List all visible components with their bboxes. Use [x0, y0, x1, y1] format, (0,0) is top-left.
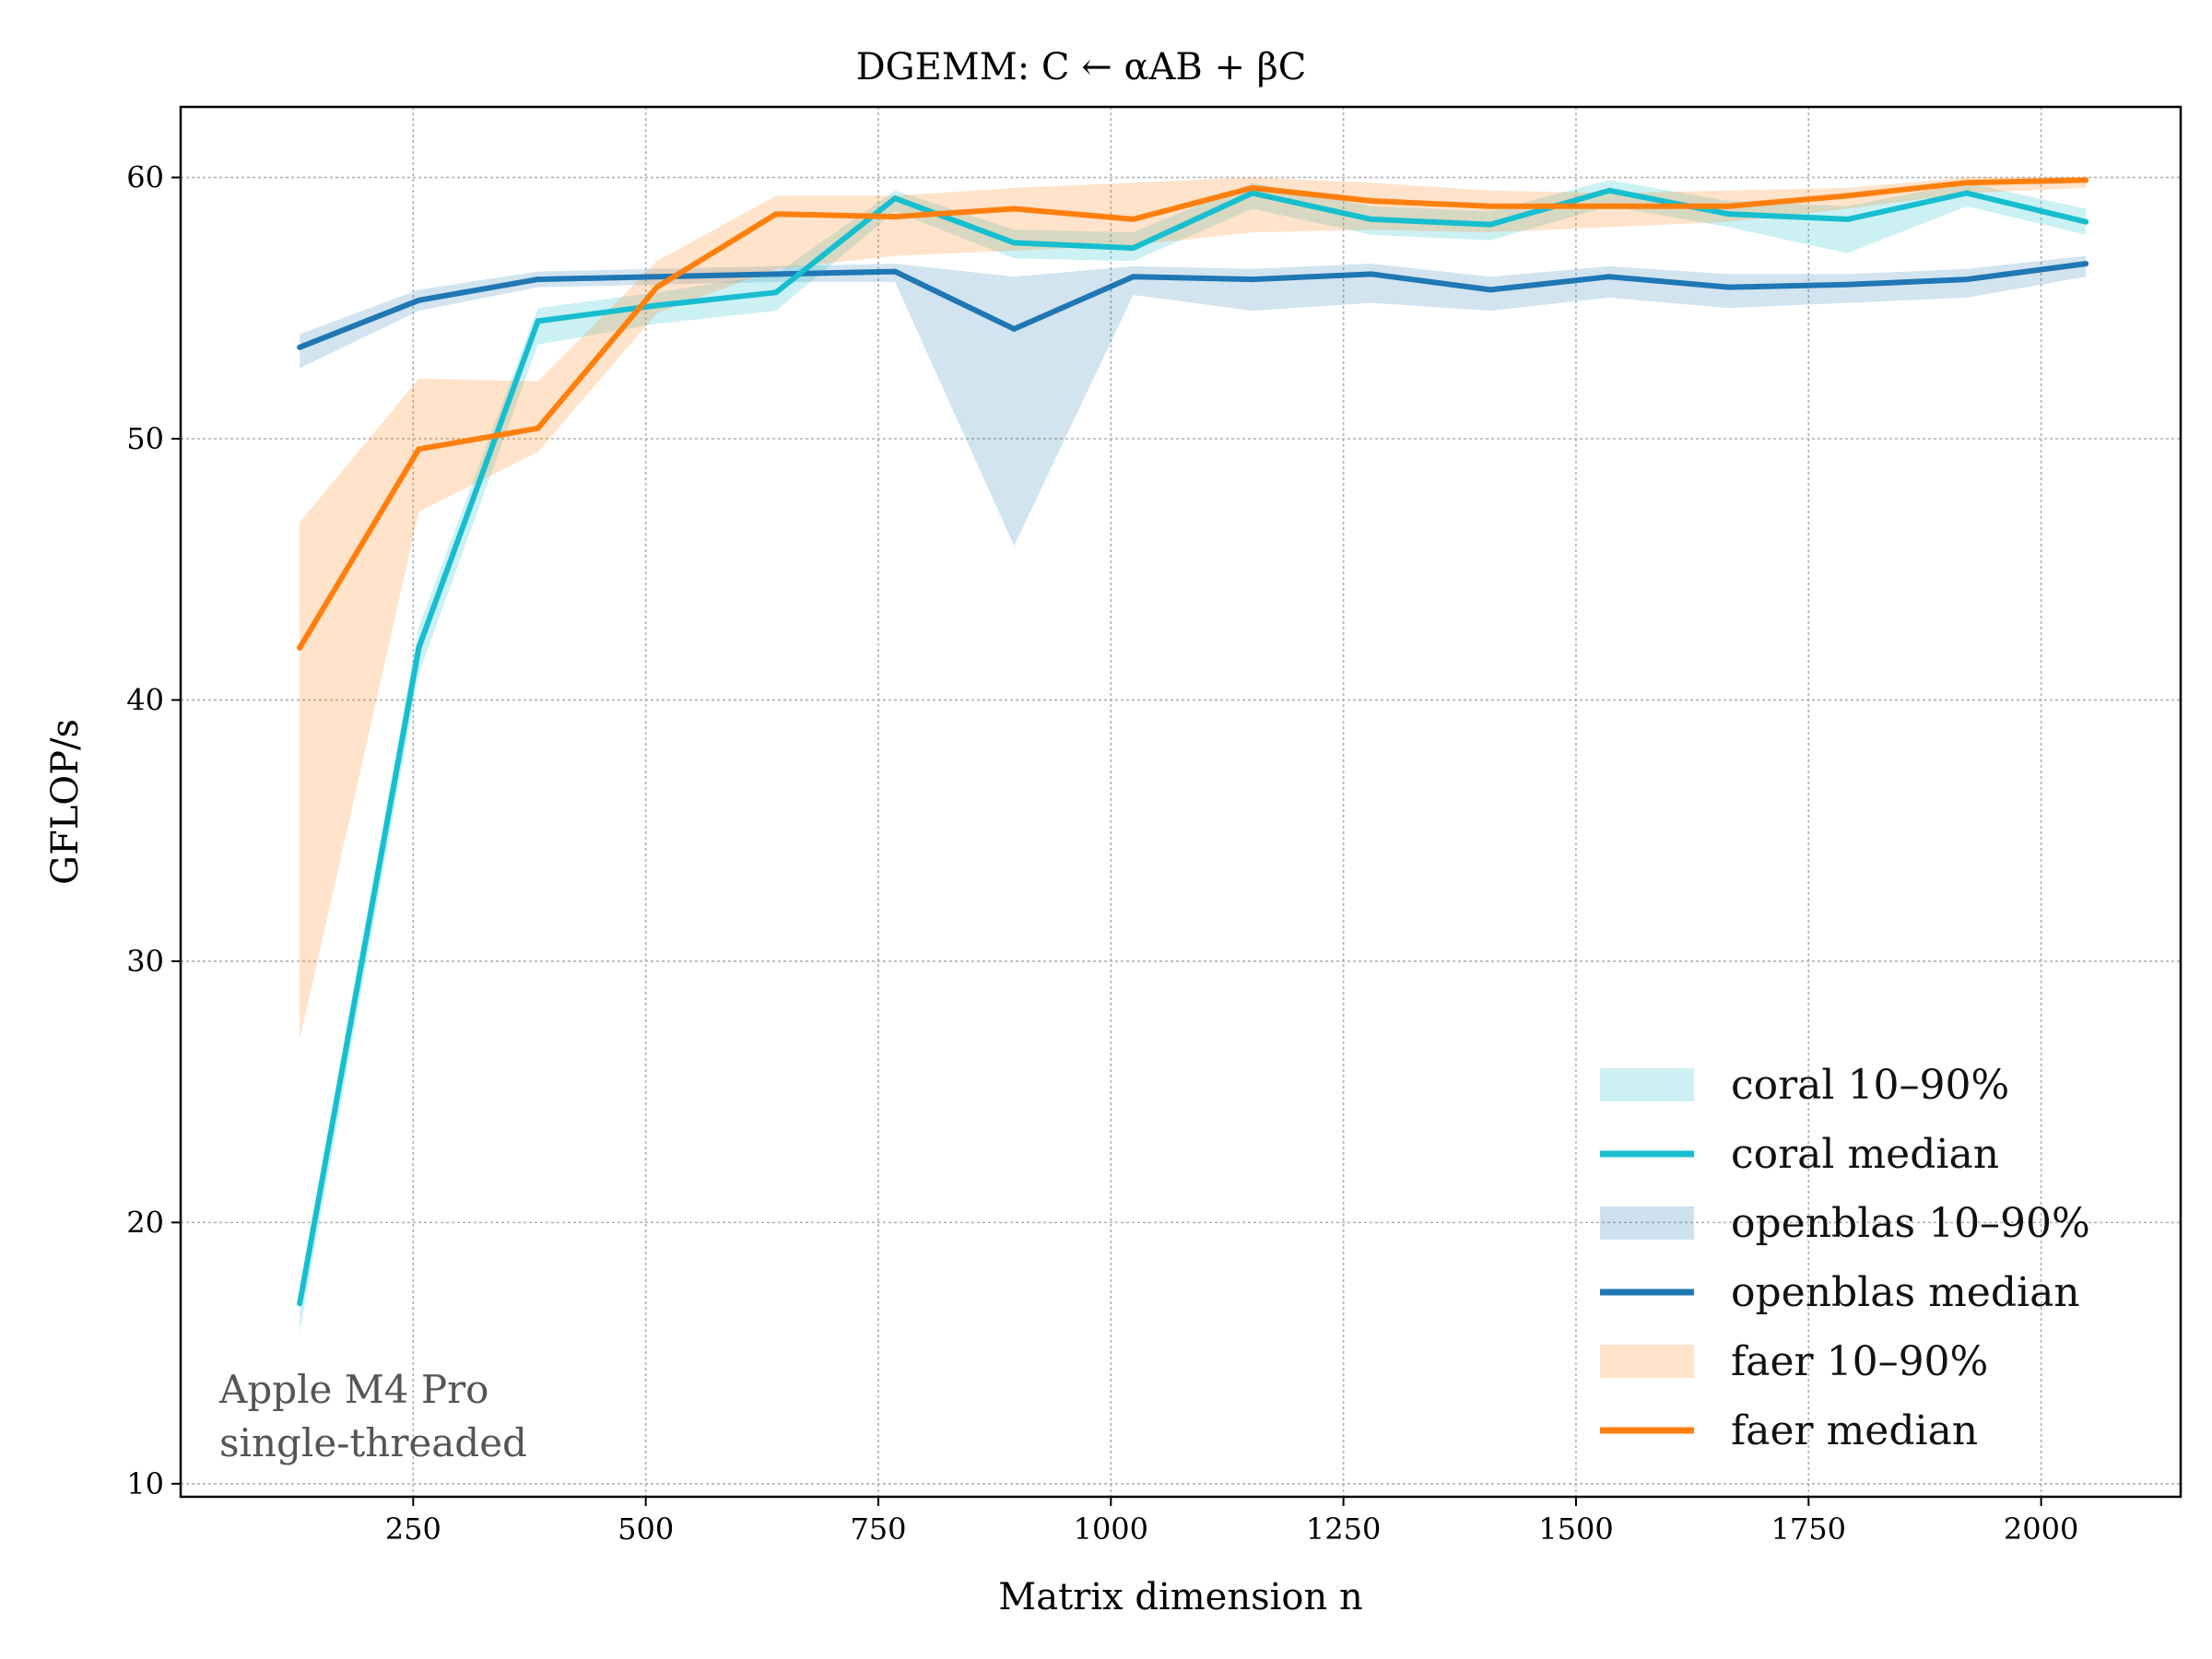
coral-median-point	[1488, 221, 1494, 228]
openblas-median-point	[1488, 287, 1494, 293]
faer-median-point	[1606, 203, 1613, 209]
x-tick-label: 1500	[1538, 1512, 1613, 1547]
coral-median-point	[1249, 190, 1255, 196]
y-tick-label: 50	[126, 421, 164, 456]
y-tick-label: 10	[126, 1466, 164, 1501]
coral-median-point	[1606, 187, 1613, 194]
legend: coral 10–90% coral median openblas 10–90% o…	[1600, 1062, 2090, 1454]
openblas-median-point	[1606, 274, 1613, 280]
openblas-median-legend-label: openblas median	[1731, 1269, 2080, 1316]
x-axis-label: Matrix dimension n	[998, 1576, 1362, 1618]
x-tick-label: 500	[618, 1512, 674, 1547]
x-tick-label: 1750	[1771, 1512, 1846, 1547]
coral-median-point	[1011, 240, 1018, 246]
faer-median-point	[535, 425, 541, 431]
x-tick-label: 2000	[2004, 1512, 2078, 1547]
x-tick-label: 750	[850, 1512, 906, 1547]
coral-median-legend-label: coral median	[1731, 1131, 1999, 1178]
y-tick-label: 30	[126, 944, 164, 979]
openblas-median-point	[535, 276, 541, 283]
faer-median-legend-label: faer median	[1731, 1407, 1978, 1454]
faer-median-point	[1130, 216, 1136, 222]
chart-title: DGEMM: C ← αAB + βC	[856, 46, 1307, 88]
plot-frame	[179, 105, 2183, 1499]
openblas-median-point	[1963, 276, 1970, 283]
x-tick-label: 250	[385, 1512, 441, 1547]
openblas-median-point	[2083, 261, 2089, 267]
openblas-median-point	[772, 271, 779, 277]
coral-median-point	[653, 302, 660, 309]
faer-median-point	[1011, 206, 1018, 212]
coral-median-point	[416, 644, 422, 651]
faer-median-line	[297, 177, 2089, 651]
faer-median-point	[892, 214, 899, 220]
openblas-band-legend-label: openblas 10–90%	[1731, 1200, 2090, 1247]
faer-median-point	[297, 644, 303, 651]
faer-median-point	[1488, 203, 1494, 209]
coral-median-point	[772, 289, 779, 296]
coral-median-point	[1130, 245, 1136, 252]
coral-median-point	[535, 318, 541, 324]
coral-band-legend-swatch	[1600, 1068, 1694, 1101]
axis-ticks: 250 500 750 1000 1250 1500 1750 2000 10 20 30 40 50 6…	[126, 160, 2078, 1547]
openblas-median-point	[1011, 325, 1018, 332]
y-tick-label: 20	[126, 1205, 164, 1240]
y-tick-label: 40	[126, 682, 164, 717]
coral-median-point	[1844, 216, 1851, 222]
openblas-band-legend-swatch	[1600, 1206, 1694, 1240]
y-axis-label: GFLOP/s	[44, 719, 87, 885]
faer-median-point	[772, 211, 779, 218]
faer-band-legend-swatch	[1600, 1345, 1694, 1378]
faer-median-point	[416, 446, 422, 453]
openblas-median-point	[1368, 271, 1374, 277]
grid-lines	[181, 107, 2181, 1497]
percentile-bands	[300, 177, 2087, 1333]
faer-median-point	[1249, 184, 1255, 191]
coral-median-point	[892, 195, 899, 202]
coral-median-point	[1368, 216, 1374, 222]
openblas-median-line	[297, 261, 2089, 350]
coral-median-point	[1725, 211, 1732, 218]
coral-median-point	[2083, 218, 2089, 225]
platform-annotation: Apple M4 Pro single-threaded	[218, 1367, 527, 1465]
faer-median-point	[653, 284, 660, 290]
median-lines	[297, 177, 2089, 1307]
x-tick-label: 1000	[1074, 1512, 1148, 1547]
annotation-line-1: Apple M4 Pro	[218, 1367, 488, 1412]
openblas-median-point	[1130, 274, 1136, 280]
annotation-line-2: single-threaded	[219, 1420, 527, 1465]
openblas-median-point	[1249, 276, 1255, 283]
faer-median-point	[1725, 203, 1732, 209]
openblas-median-point	[1844, 281, 1851, 288]
openblas-median-point	[653, 274, 660, 280]
faer-median-point	[1368, 198, 1374, 205]
faer-median-point	[1844, 193, 1851, 199]
openblas-median-point	[297, 344, 303, 350]
openblas-median-point	[416, 297, 422, 303]
coral-band-legend-label: coral 10–90%	[1731, 1062, 2009, 1109]
openblas-median-point	[892, 268, 899, 275]
y-tick-label: 60	[126, 160, 164, 195]
openblas-median-point	[1725, 284, 1732, 290]
coral-median-line	[297, 187, 2089, 1307]
coral-median-point	[297, 1300, 303, 1307]
x-tick-label: 1250	[1306, 1512, 1381, 1547]
faer-band-legend-label: faer 10–90%	[1731, 1338, 1988, 1385]
openblas-percentile-band	[300, 255, 2087, 547]
faer-median-point	[2083, 177, 2089, 183]
coral-median-point	[1963, 190, 1970, 196]
faer-median-point	[1963, 180, 1970, 186]
